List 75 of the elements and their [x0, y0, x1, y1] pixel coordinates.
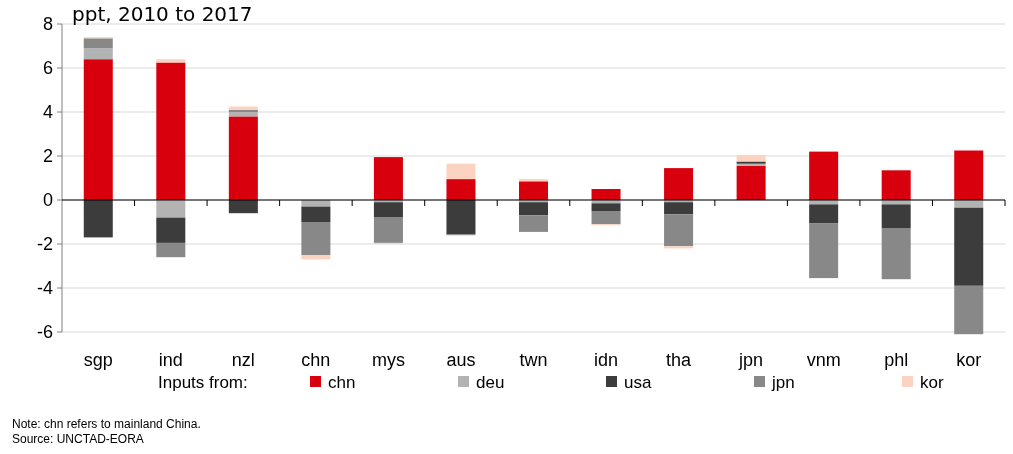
bar — [156, 242, 186, 258]
text: Note: chn refers to mainland China. — [12, 417, 201, 431]
bar — [446, 200, 476, 235]
chart-title: ppt, 2010 to 2017 — [72, 2, 253, 26]
bar — [373, 202, 403, 218]
bar — [809, 223, 839, 279]
bar — [664, 202, 694, 215]
legend-label: jpn — [771, 373, 795, 392]
bar — [156, 217, 186, 243]
bar — [228, 200, 258, 214]
bar — [446, 163, 476, 180]
legend-label: kor — [920, 373, 944, 392]
x-tick-label: aus — [446, 350, 476, 370]
y-tick-label: 4 — [42, 102, 53, 123]
bar — [228, 116, 258, 200]
bar — [954, 150, 984, 200]
bar — [301, 255, 331, 260]
x-tick-label: kor — [956, 350, 982, 370]
y-tick-label: -4 — [36, 278, 53, 299]
bar — [954, 200, 984, 208]
x-tick-label: vnm — [806, 350, 841, 370]
bar — [591, 211, 621, 225]
bar — [373, 217, 403, 243]
x-tick-label: nzl — [231, 350, 255, 370]
y-tick-label: -2 — [36, 234, 53, 255]
x-tick-label: chn — [301, 350, 331, 370]
bar — [518, 181, 549, 200]
x-tick-label: jpn — [738, 350, 764, 370]
bar — [446, 179, 476, 200]
bar — [83, 38, 113, 49]
bar — [809, 204, 839, 224]
bar — [301, 206, 331, 222]
bar — [156, 62, 186, 200]
bar — [881, 228, 911, 280]
bar — [881, 204, 911, 229]
x-tick-label: mys — [371, 350, 405, 370]
x-tick-label: twn — [519, 350, 548, 370]
bar — [881, 170, 911, 200]
y-tick-label: -6 — [36, 322, 53, 343]
bar — [83, 48, 113, 60]
legend-label: usa — [624, 373, 652, 392]
y-tick-label: 2 — [42, 146, 53, 167]
bar — [83, 59, 113, 200]
legend-title: Inputs from: — [158, 373, 248, 392]
bar — [156, 59, 186, 63]
bar — [156, 200, 186, 218]
bar — [518, 215, 549, 232]
bar — [591, 203, 621, 211]
bar — [736, 165, 766, 200]
bar — [809, 151, 839, 200]
bar — [301, 222, 331, 255]
x-tick-label: ind — [158, 350, 183, 370]
legend-label: chn — [328, 373, 356, 392]
y-tick-label: 8 — [42, 14, 53, 35]
legend-label: deu — [476, 373, 505, 392]
bar — [664, 214, 694, 247]
bar — [373, 157, 403, 200]
bar — [83, 200, 113, 238]
bar — [518, 179, 549, 182]
bar — [228, 112, 258, 117]
bar — [518, 202, 549, 216]
bar — [301, 200, 331, 207]
bar — [664, 246, 694, 249]
bar — [736, 154, 766, 162]
x-tick-label: sgp — [83, 350, 113, 370]
x-tick-label: tha — [666, 350, 693, 370]
y-tick-label: 0 — [42, 190, 53, 211]
source-note: Source: UNCTAD-EORA — [12, 432, 144, 446]
bar — [954, 207, 984, 286]
bar — [591, 189, 621, 200]
x-tick-label: phl — [884, 350, 909, 370]
bar — [954, 285, 984, 335]
y-tick-label: 6 — [42, 58, 53, 79]
x-tick-label: idn — [594, 350, 619, 370]
bar — [664, 168, 694, 200]
